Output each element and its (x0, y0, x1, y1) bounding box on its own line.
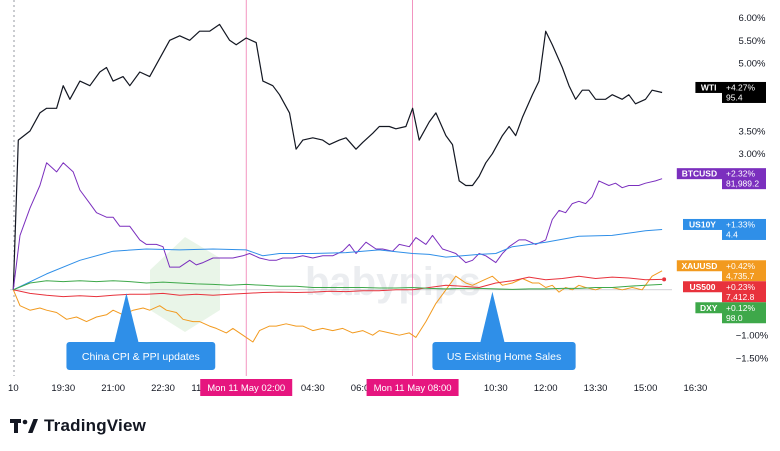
x-tick-label: 13:30 (584, 383, 608, 394)
series-name-bg (683, 218, 722, 230)
series-change: +2.32% (726, 169, 756, 179)
x-tick-label: 10:30 (484, 383, 508, 394)
series-price: 4,735.7 (726, 271, 755, 281)
series-label-xauusd: XAUUSD +0.42%4,735.7 (676, 260, 766, 282)
series-change: +0.12% (726, 303, 756, 313)
x-tick-label: 06:00 (351, 383, 375, 394)
y-tick-label: 6.00% (739, 13, 766, 24)
series-change: +0.42% (726, 261, 756, 271)
tradingview-logo-icon (10, 419, 38, 433)
annotation-text: China CPI & PPI updates (82, 351, 200, 363)
series-line-btcusd (12, 162, 663, 290)
series-label-dxy: DXY +0.12%98.0 (695, 302, 766, 324)
series-value-bg (722, 302, 766, 324)
x-highlight-text: Mon 11 May 08:00 (374, 383, 452, 394)
series-price: 98.0 (726, 313, 743, 323)
series-line-wti (12, 23, 663, 290)
y-tick-label: 5.00% (739, 58, 766, 69)
series-value-bg (722, 218, 766, 240)
series-price: 4.4 (726, 229, 738, 239)
x-tick-label: 11 (191, 383, 201, 394)
watermark-text: babypips (305, 260, 481, 304)
y-tick-label: −1.00% (736, 331, 769, 342)
annotation-us-existing-home-sales: US Existing Home Sales (432, 291, 576, 370)
series-label-btcusd: BTCUSD +2.32%81,989.2 (676, 168, 766, 190)
x-tick-label: 10 (8, 383, 19, 394)
series-name: WTI (701, 82, 717, 92)
series-label-us10y: US10Y +1.33%4.4 (683, 218, 766, 240)
series-name: DXY (700, 303, 718, 313)
annotation-box (66, 342, 216, 370)
series-value-bg (722, 168, 766, 190)
series-name-bg (676, 260, 722, 272)
series-name: US10Y (689, 219, 716, 229)
series-value-bg (722, 281, 766, 303)
y-tick-label: 3.50% (739, 127, 766, 138)
series-name-bg (695, 81, 722, 93)
series-name: US500 (690, 282, 716, 292)
x-highlight-label: Mon 11 May 08:00 (366, 379, 459, 396)
series-price: 7,412.8 (726, 292, 755, 302)
x-highlight-bg (366, 379, 459, 396)
series-label-wti: WTI +4.27%95.4 (695, 81, 766, 103)
series-line-us10y (13, 229, 663, 291)
x-highlight-label: Mon 11 May 02:00 (200, 379, 293, 396)
x-tick-label: 04:30 (301, 383, 325, 394)
x-tick-label: 22:30 (151, 383, 175, 394)
series-price: 81,989.2 (726, 179, 759, 189)
y-tick-label: −1.50% (736, 353, 769, 364)
brand[interactable]: TradingView (10, 414, 146, 438)
series-price: 95.4 (726, 92, 743, 102)
annotation-pointer (480, 291, 505, 342)
x-highlight-bg (200, 379, 293, 396)
x-tick-label: 19:30 (51, 383, 75, 394)
series-value-bg (722, 260, 766, 282)
watermark: babypips (150, 237, 481, 332)
annotation-pointer (114, 293, 139, 342)
series-label-us500: US500 +0.23%7,412.8 (683, 281, 766, 303)
series-name: XAUUSD (681, 261, 717, 271)
series-change: +4.27% (726, 82, 756, 92)
annotation-china-cpi-ppi-updates: China CPI & PPI updates (66, 293, 216, 370)
brand-name: TradingView (44, 416, 147, 435)
series-line-dxy (13, 280, 663, 291)
series-value-bg (722, 81, 766, 103)
x-highlight-text: Mon 11 May 02:00 (207, 383, 285, 394)
x-tick-label: 15:00 (634, 383, 658, 394)
series-name-bg (676, 168, 722, 180)
series-name-bg (695, 302, 722, 314)
series-name-bg (683, 281, 722, 293)
y-tick-label: 5.50% (739, 36, 766, 47)
x-tick-label: 12:00 (534, 383, 558, 394)
annotation-box (432, 342, 576, 370)
series-name: BTCUSD (682, 169, 717, 179)
series-marker-us500 (662, 277, 667, 282)
series-line-us500 (13, 275, 663, 298)
series-change: +0.23% (726, 282, 756, 292)
annotation-text: US Existing Home Sales (447, 351, 561, 363)
y-tick-label: 3.00% (739, 149, 766, 160)
x-tick-label: 16:30 (683, 383, 707, 394)
x-tick-label: 21:00 (101, 383, 125, 394)
series-change: +1.33% (726, 219, 756, 229)
chart-svg: babypips China CPI & PPI updates US Existi… (8, 0, 769, 396)
